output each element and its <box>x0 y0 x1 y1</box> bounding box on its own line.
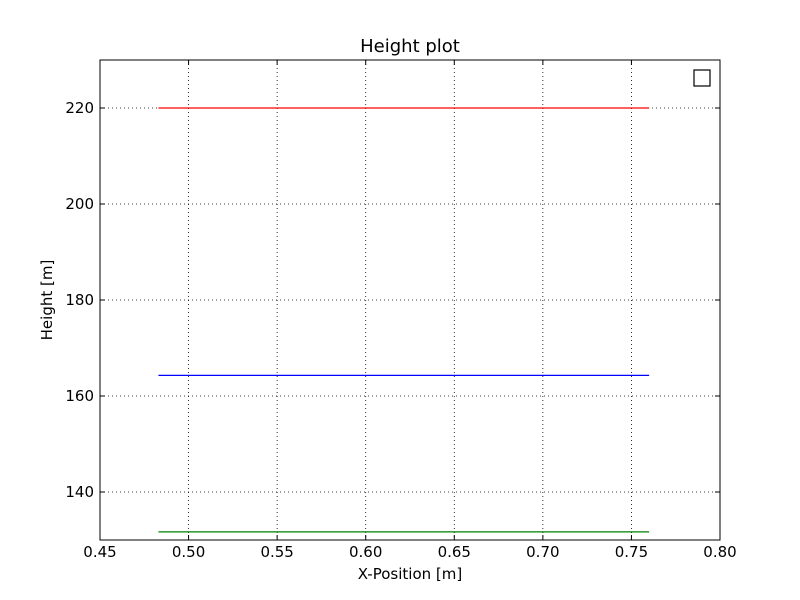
legend-box <box>693 69 711 87</box>
x-axis-label: X-Position [m] <box>358 565 462 583</box>
x-tick-label: 0.50 <box>172 543 205 561</box>
x-tick-label: 0.45 <box>83 543 116 561</box>
y-tick-label: 180 <box>65 291 94 309</box>
x-tick-label: 0.65 <box>438 543 471 561</box>
y-tick-label: 220 <box>65 99 94 117</box>
y-tick-label: 200 <box>65 195 94 213</box>
y-tick-label: 160 <box>65 387 94 405</box>
x-tick-label: 0.55 <box>260 543 293 561</box>
y-axis-label: Height [m] <box>38 260 56 341</box>
x-tick-label: 0.80 <box>703 543 736 561</box>
x-tick-label: 0.75 <box>615 543 648 561</box>
x-tick-label: 0.60 <box>349 543 382 561</box>
y-tick-label: 140 <box>65 483 94 501</box>
series-layer <box>158 107 650 533</box>
chart-title: Height plot <box>360 36 460 57</box>
tick-layer: 0.45 0.50 0.55 0.60 0.65 0.70 0.75 0.80 140 160 18… <box>65 60 737 561</box>
grid-layer <box>100 60 720 540</box>
x-tick-label: 0.70 <box>526 543 559 561</box>
